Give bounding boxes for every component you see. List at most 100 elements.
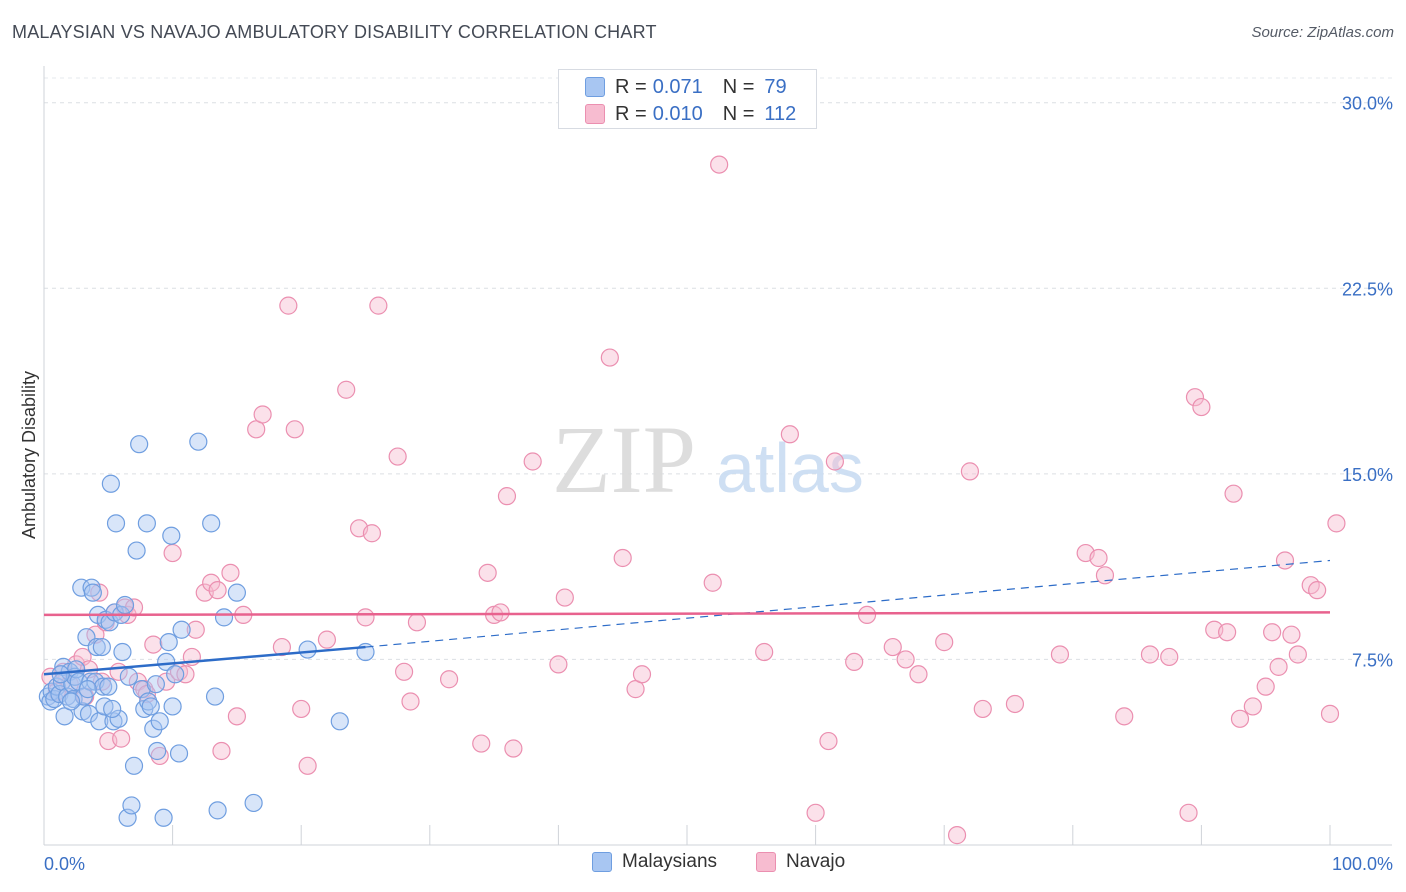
- navajo-trend-line: [43, 611, 1331, 617]
- malaysians-point: [109, 709, 128, 728]
- malaysians-point: [127, 541, 146, 560]
- y-tick-label: 15.0%: [1342, 465, 1393, 485]
- malaysians-points: [38, 432, 375, 827]
- navajo-point: [1140, 645, 1160, 664]
- navajo-point: [369, 296, 388, 315]
- navajo-point: [150, 746, 169, 766]
- navajo-point: [227, 707, 246, 726]
- malaysians-point: [227, 583, 246, 602]
- r-value: 0.071: [652, 75, 703, 98]
- malaysians-point: [119, 667, 138, 686]
- n-value: 112: [764, 102, 797, 125]
- navajo-point: [1115, 707, 1134, 726]
- navajo-point: [1230, 709, 1250, 728]
- legend-swatch-navajo: [585, 104, 605, 124]
- navajo-point: [279, 296, 298, 315]
- malaysians-trend-line: [43, 645, 366, 676]
- x-tick-label-max: 100.0%: [1332, 854, 1393, 874]
- legend-swatch-malaysians: [585, 77, 605, 97]
- navajo-point: [285, 420, 304, 439]
- navajo-point: [292, 699, 311, 719]
- navajo-point: [883, 637, 902, 657]
- malaysians-point: [148, 741, 167, 761]
- malaysians-point: [99, 677, 118, 696]
- malaysians-point: [154, 808, 173, 827]
- navajo-point: [1224, 484, 1243, 503]
- chart-title: MALAYSIAN VS NAVAJO AMBULATORY DISABILIT…: [12, 22, 657, 42]
- navajo-point: [478, 563, 497, 582]
- navajo-point: [973, 699, 992, 719]
- navajo-point: [439, 670, 459, 689]
- y-axis-title: Ambulatory Disability: [19, 371, 39, 539]
- navajo-point: [1005, 694, 1025, 714]
- navajo-point: [1269, 657, 1288, 676]
- malaysians-point: [144, 719, 163, 738]
- navajo-point: [186, 620, 205, 639]
- navajo-point: [549, 655, 568, 674]
- bottom-legend-navajo[interactable]: Navajo: [756, 851, 845, 873]
- malaysians-point: [92, 637, 111, 657]
- navajo-point: [1185, 388, 1205, 407]
- navajo-point: [819, 731, 838, 751]
- malaysians-point: [130, 435, 149, 454]
- navajo-point: [163, 543, 182, 563]
- navajo-point: [272, 637, 292, 657]
- malaysians-point: [61, 692, 81, 711]
- navajo-point: [935, 633, 954, 652]
- navajo-point: [144, 635, 163, 654]
- navajo-point: [780, 425, 799, 444]
- navajo-point: [1218, 623, 1237, 642]
- malaysians-point: [169, 744, 189, 763]
- navajo-point: [857, 605, 877, 625]
- navajo-point: [755, 642, 774, 662]
- navajo-point: [504, 739, 523, 758]
- n-label: N =: [722, 102, 755, 125]
- r-value: 0.010: [652, 102, 703, 125]
- bottom-legend-malaysians[interactable]: Malaysians: [592, 851, 717, 873]
- navajo-points: [41, 155, 1346, 845]
- navajo-point: [1089, 548, 1108, 568]
- legend-row-malaysians: R = 0.071 N = 79: [585, 75, 787, 99]
- navajo-point: [1320, 704, 1340, 723]
- malaysians-point: [106, 514, 126, 533]
- legend-swatch-malaysians: [592, 852, 612, 872]
- malaysians-point: [166, 665, 185, 684]
- navajo-point: [896, 650, 915, 669]
- navajo-point: [1282, 625, 1301, 644]
- y-tick-label: 30.0%: [1342, 94, 1393, 114]
- malaysians-point: [244, 793, 263, 813]
- malaysians-point: [83, 583, 102, 602]
- malaysians-point: [122, 796, 141, 815]
- navajo-point: [1050, 645, 1070, 664]
- navajo-point: [176, 665, 195, 684]
- navajo-point: [1179, 803, 1198, 822]
- r-label: R =: [615, 75, 647, 98]
- navajo-point: [845, 652, 864, 672]
- malaysians-point: [298, 640, 317, 659]
- malaysians-point: [94, 677, 113, 696]
- axis-labels: 7.5% 15.0% 22.5% 30.0% 0.0% 100.0% Ambulatory …: [19, 94, 1393, 874]
- navajo-point: [388, 447, 407, 466]
- malaysians-point: [137, 514, 156, 533]
- malaysians-point: [115, 595, 135, 615]
- malaysians-point: [214, 608, 234, 627]
- n-value: 79: [764, 75, 787, 98]
- malaysians-point: [139, 692, 158, 711]
- malaysians-trend-extension: [365, 559, 1331, 648]
- malaysians-point: [113, 642, 132, 662]
- navajo-point: [497, 487, 517, 506]
- navajo-point: [523, 452, 542, 471]
- navajo-point: [298, 756, 317, 775]
- malaysians-point: [87, 637, 106, 657]
- malaysians-point: [330, 712, 349, 731]
- navajo-point: [600, 348, 619, 367]
- r-label: R =: [615, 102, 647, 125]
- navajo-point: [1192, 397, 1211, 417]
- y-tick-label: 7.5%: [1352, 650, 1393, 670]
- navajo-point: [317, 630, 337, 649]
- navajo-point: [703, 573, 722, 592]
- navajo-point: [112, 729, 131, 748]
- navajo-point: [208, 581, 227, 600]
- navajo-point: [1275, 551, 1295, 570]
